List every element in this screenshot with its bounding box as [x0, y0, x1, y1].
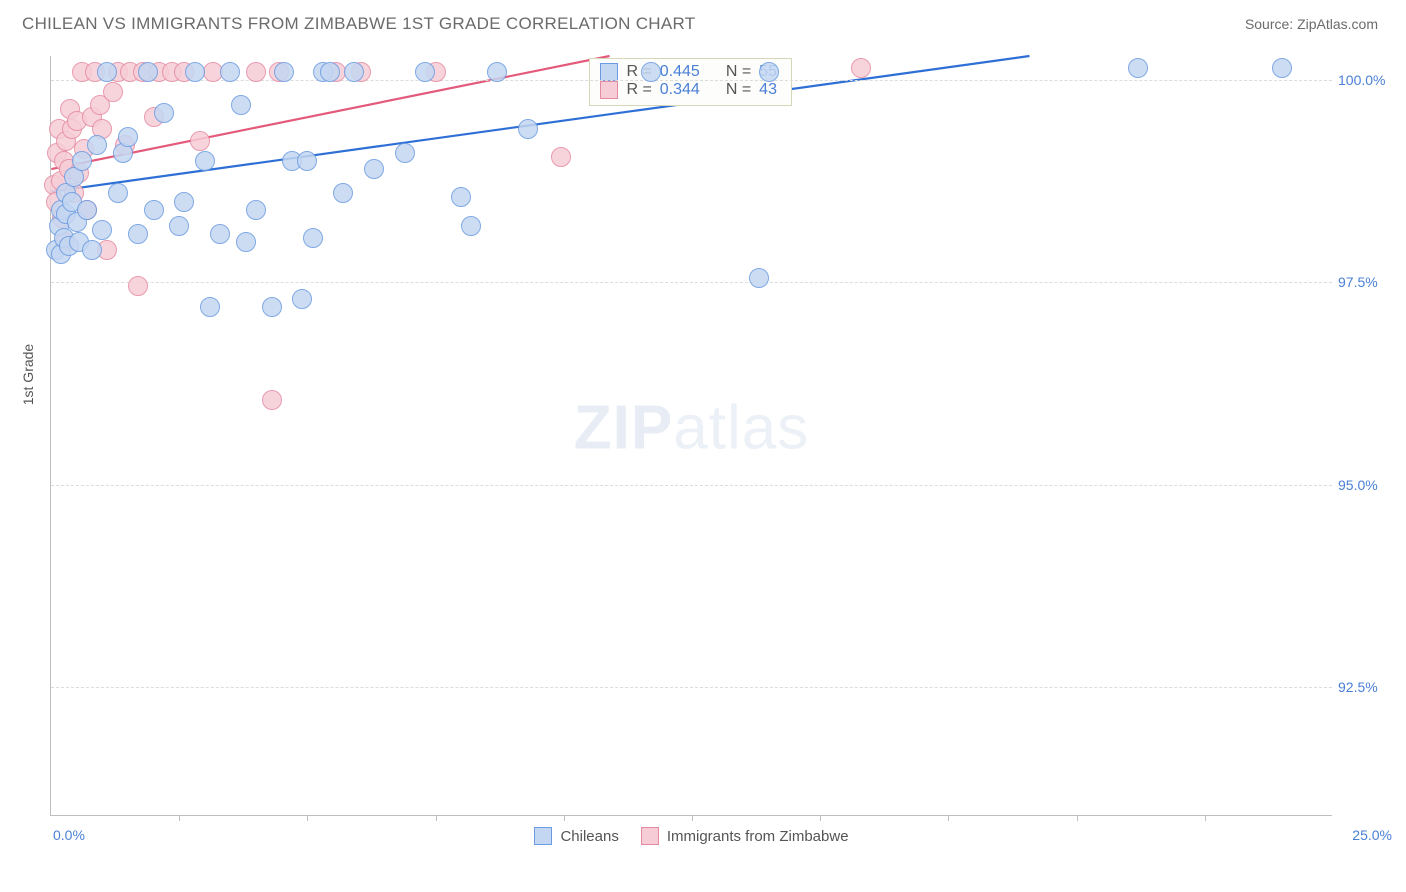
data-point-zimbabwe	[851, 58, 871, 78]
y-tick-label: 95.0%	[1338, 477, 1398, 493]
data-point-chileans	[174, 192, 194, 212]
data-point-chileans	[144, 200, 164, 220]
x-tick-mark	[179, 815, 180, 821]
data-point-zimbabwe	[190, 131, 210, 151]
legend-n-label: N =	[726, 63, 751, 81]
legend-series-label: Chileans	[560, 828, 618, 845]
data-point-chileans	[128, 224, 148, 244]
data-point-chileans	[333, 183, 353, 203]
gridline-h	[51, 485, 1332, 486]
data-point-chileans	[759, 62, 779, 82]
data-point-zimbabwe	[246, 62, 266, 82]
data-point-chileans	[97, 62, 117, 82]
data-point-chileans	[395, 143, 415, 163]
data-point-chileans	[118, 127, 138, 147]
x-tick-mark	[692, 815, 693, 821]
data-point-chileans	[1128, 58, 1148, 78]
legend-swatch	[600, 81, 618, 99]
data-point-chileans	[274, 62, 294, 82]
x-tick-mark	[436, 815, 437, 821]
source-label: Source: ZipAtlas.com	[1245, 16, 1378, 32]
data-point-chileans	[220, 62, 240, 82]
data-point-chileans	[246, 200, 266, 220]
data-point-chileans	[487, 62, 507, 82]
x-tick-mark	[948, 815, 949, 821]
gridline-h	[51, 687, 1332, 688]
plot-area: ZIPatlas R =0.445N =55R =0.344N =43 Chil…	[50, 56, 1332, 816]
data-point-chileans	[262, 297, 282, 317]
data-point-chileans	[292, 289, 312, 309]
data-point-chileans	[1272, 58, 1292, 78]
stats-legend-row: R = 0.344 N = 43	[600, 81, 777, 99]
data-point-chileans	[72, 151, 92, 171]
legend-r-label: R =	[626, 81, 651, 99]
data-point-chileans	[461, 216, 481, 236]
data-point-zimbabwe	[551, 147, 571, 167]
data-point-chileans	[231, 95, 251, 115]
data-point-chileans	[154, 103, 174, 123]
data-point-chileans	[303, 228, 323, 248]
legend-series-label: Immigrants from Zimbabwe	[667, 828, 849, 845]
x-tick-mark	[307, 815, 308, 821]
legend-swatch	[600, 63, 618, 81]
legend-n-label: N =	[726, 81, 751, 99]
data-point-chileans	[138, 62, 158, 82]
legend-n-value: 43	[759, 81, 777, 99]
data-point-chileans	[364, 159, 384, 179]
data-point-chileans	[344, 62, 364, 82]
legend-swatch	[534, 827, 552, 845]
x-tick-label: 0.0%	[53, 827, 85, 843]
gridline-h	[51, 80, 1332, 81]
x-tick-mark	[1205, 815, 1206, 821]
data-point-chileans	[451, 187, 471, 207]
data-point-chileans	[87, 135, 107, 155]
x-tick-label: 25.0%	[1352, 827, 1392, 843]
data-point-chileans	[108, 183, 128, 203]
data-point-chileans	[749, 268, 769, 288]
data-point-chileans	[195, 151, 215, 171]
y-tick-label: 97.5%	[1338, 274, 1398, 290]
data-point-chileans	[77, 200, 97, 220]
data-point-chileans	[210, 224, 230, 244]
data-point-zimbabwe	[128, 276, 148, 296]
series-legend: Chileans Immigrants from Zimbabwe	[51, 827, 1332, 845]
chart-title: CHILEAN VS IMMIGRANTS FROM ZIMBABWE 1ST …	[22, 14, 695, 34]
series-legend-item: Immigrants from Zimbabwe	[641, 827, 849, 845]
watermark: ZIPatlas	[574, 392, 809, 463]
legend-r-value: 0.445	[660, 63, 700, 81]
data-point-chileans	[415, 62, 435, 82]
x-tick-mark	[1077, 815, 1078, 821]
trend-lines	[51, 56, 1332, 815]
legend-r-value: 0.344	[660, 81, 700, 99]
data-point-zimbabwe	[262, 390, 282, 410]
data-point-chileans	[185, 62, 205, 82]
y-tick-label: 100.0%	[1338, 72, 1398, 88]
data-point-zimbabwe	[103, 82, 123, 102]
gridline-h	[51, 282, 1332, 283]
data-point-chileans	[82, 240, 102, 260]
chart-container: 1st Grade ZIPatlas R =0.445N =55R =0.344…	[44, 56, 1374, 816]
data-point-chileans	[641, 62, 661, 82]
data-point-chileans	[518, 119, 538, 139]
x-tick-mark	[564, 815, 565, 821]
data-point-chileans	[320, 62, 340, 82]
data-point-chileans	[297, 151, 317, 171]
x-tick-mark	[820, 815, 821, 821]
data-point-chileans	[92, 220, 112, 240]
y-tick-label: 92.5%	[1338, 679, 1398, 695]
data-point-chileans	[200, 297, 220, 317]
data-point-chileans	[236, 232, 256, 252]
series-legend-item: Chileans	[534, 827, 618, 845]
data-point-chileans	[169, 216, 189, 236]
stats-legend-row: R =0.445N =55	[600, 63, 777, 81]
y-axis-label: 1st Grade	[20, 344, 36, 405]
legend-swatch	[641, 827, 659, 845]
